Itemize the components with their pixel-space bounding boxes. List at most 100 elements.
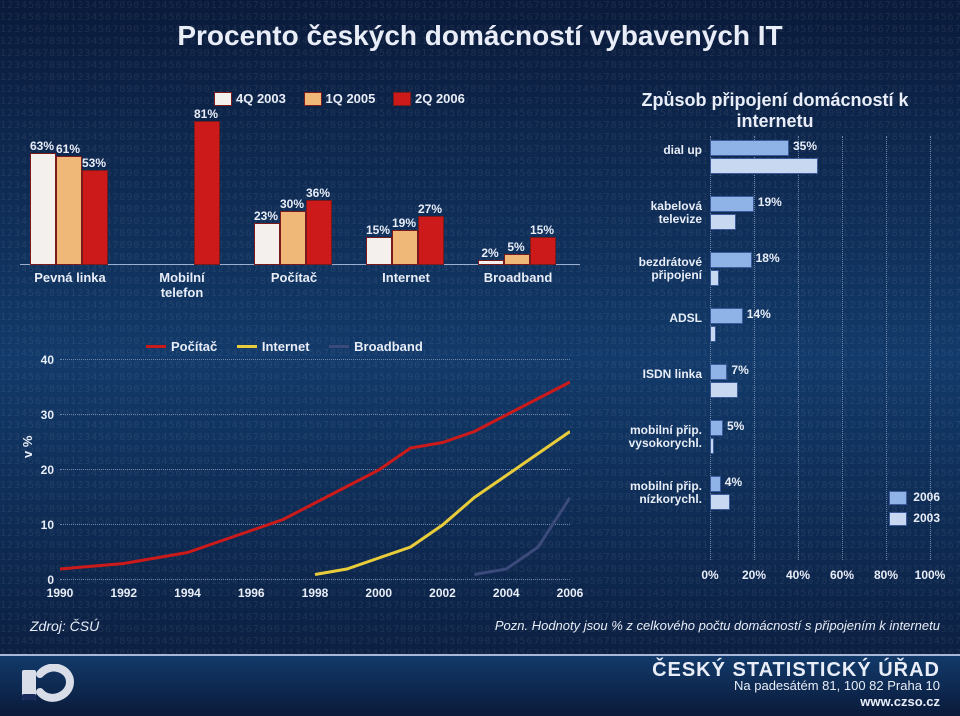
hbar-xaxis: 0%20%40%60%80%100% — [710, 566, 930, 586]
hbar-value: 18% — [756, 251, 780, 265]
ytick: 10 — [30, 518, 54, 532]
y-axis-label: v % — [20, 436, 35, 458]
legend-2006: 2006 — [913, 490, 940, 504]
bar — [478, 260, 504, 266]
bar — [82, 170, 108, 265]
hbar-row: ISDN linka7% — [710, 360, 930, 402]
hbar-label: dial up — [604, 144, 702, 157]
hbar-2006 — [710, 140, 789, 156]
xtick: 1992 — [110, 586, 137, 600]
bar-group-label: Počítač — [244, 270, 344, 285]
bar-value-label: 53% — [79, 156, 109, 170]
hbar-value: 19% — [758, 195, 782, 209]
hbar-row: dial up35% — [710, 136, 930, 178]
hbar-legend: 2006 2003 — [889, 490, 940, 526]
legend-broadband: Broadband — [354, 339, 423, 354]
line-plot: 010203040 — [60, 360, 570, 580]
legend-2003: 2003 — [913, 511, 940, 525]
xtick: 2002 — [429, 586, 456, 600]
hbar-2003 — [710, 494, 730, 510]
csu-logo — [20, 664, 74, 706]
bar-value-label: 15% — [527, 223, 557, 237]
hbar-row: mobilní přip.vysokorychl.5% — [710, 416, 930, 458]
hxtick: 80% — [874, 568, 898, 582]
swatch-pocitac — [146, 345, 166, 348]
series-line — [474, 498, 570, 575]
ytick: 30 — [30, 408, 54, 422]
series-line — [60, 382, 570, 569]
hbar-label: ADSL — [604, 312, 702, 325]
bar-value-label: 27% — [415, 202, 445, 216]
bar-value-label: 23% — [251, 209, 281, 223]
bar — [194, 121, 220, 265]
bar-plot: 63%61%53%Pevná linka81%Mobilnítelefon23%… — [20, 90, 580, 265]
hbar-value: 5% — [727, 419, 744, 433]
xtick: 2000 — [365, 586, 392, 600]
source-text: Zdroj: ČSÚ — [30, 618, 99, 634]
bar-value-label: 61% — [53, 142, 83, 156]
swatch-internet — [237, 345, 257, 348]
footer: ČESKÝ STATISTICKÝ ÚŘAD Na padesátém 81, … — [0, 654, 960, 716]
hbar-2003 — [710, 270, 719, 286]
hbar-2003 — [710, 382, 738, 398]
hbar-2003 — [710, 326, 716, 342]
xtick: 2004 — [493, 586, 520, 600]
bar-group-label: Mobilnítelefon — [132, 270, 232, 300]
bar-chart: 4Q 2003 1Q 2005 2Q 2006 63%61%53%Pevná l… — [20, 90, 580, 320]
hbar-value: 4% — [725, 475, 742, 489]
xtick: 1996 — [238, 586, 265, 600]
ytick: 20 — [30, 463, 54, 477]
bar-value-label: 36% — [303, 186, 333, 200]
bar — [56, 156, 82, 265]
hbar-2006 — [710, 252, 752, 268]
hbar-row: ADSL14% — [710, 304, 930, 346]
bar-group-label: Internet — [356, 270, 456, 285]
bar — [530, 237, 556, 265]
legend-pocitac: Počítač — [171, 339, 217, 354]
hbar-row: bezdrátovépřipojení18% — [710, 248, 930, 290]
bar — [30, 153, 56, 265]
bar-group-label: Pevná linka — [20, 270, 120, 285]
hbar-2003 — [710, 158, 818, 174]
bar-value-label: 81% — [191, 107, 221, 121]
hbar-2006 — [710, 364, 727, 380]
line-chart: v % Počítač Internet Broadband 010203040… — [20, 338, 580, 608]
ytick: 40 — [30, 353, 54, 367]
hbar-value: 7% — [731, 363, 748, 377]
bar-value-label: 19% — [389, 216, 419, 230]
swatch-2003 — [889, 512, 907, 526]
bar — [392, 230, 418, 265]
ytick: 0 — [30, 573, 54, 587]
hbar-title: Způsob připojení domácností k internetu — [610, 90, 940, 132]
hbar-2006 — [710, 420, 723, 436]
bar — [504, 254, 530, 265]
bar-value-label: 5% — [501, 240, 531, 254]
hxtick: 60% — [830, 568, 854, 582]
line-xaxis: 199019921994199619982000200220042006 — [60, 584, 570, 608]
legend-internet: Internet — [262, 339, 310, 354]
hbar-chart: Způsob připojení domácností k internetu … — [610, 90, 940, 600]
swatch-2006 — [889, 491, 907, 505]
hbar-2003 — [710, 438, 714, 454]
xtick: 1998 — [302, 586, 329, 600]
bar — [280, 211, 306, 266]
swatch-broadband — [329, 345, 349, 348]
page-title: Procento českých domácností vybavených I… — [0, 20, 960, 52]
hbar-row: kabelovátelevize19% — [710, 192, 930, 234]
hbar-2006 — [710, 308, 743, 324]
org-block: ČESKÝ STATISTICKÝ ÚŘAD Na padesátém 81, … — [652, 662, 940, 710]
hbar-value: 14% — [747, 307, 771, 321]
hbar-2006 — [710, 196, 754, 212]
hxtick: 20% — [742, 568, 766, 582]
hbar-label: mobilní přip.vysokorychl. — [604, 424, 702, 450]
hbar-2003 — [710, 214, 736, 230]
hxtick: 40% — [786, 568, 810, 582]
bar — [254, 223, 280, 265]
hbar-label: ISDN linka — [604, 368, 702, 381]
hbar-label: kabelovátelevize — [604, 200, 702, 226]
line-legend: Počítač Internet Broadband — [130, 338, 423, 354]
org-name: ČESKÝ STATISTICKÝ ÚŘAD — [652, 662, 940, 678]
hbar-label: bezdrátovépřipojení — [604, 256, 702, 282]
footnote-text: Pozn. Hodnoty jsou % z celkového počtu d… — [495, 618, 940, 633]
hbar-label: mobilní přip.nízkorychl. — [604, 480, 702, 506]
